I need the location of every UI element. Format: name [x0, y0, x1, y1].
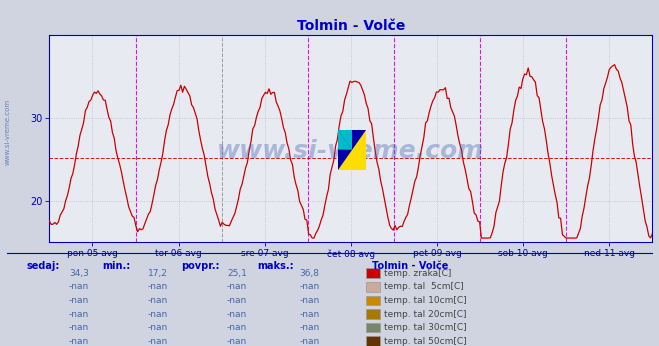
Text: -nan: -nan: [69, 337, 89, 346]
Text: 34,3: 34,3: [69, 269, 89, 278]
Bar: [366, 309, 380, 319]
Title: Tolmin - Volče: Tolmin - Volče: [297, 19, 405, 34]
Text: -nan: -nan: [148, 323, 168, 332]
Text: -nan: -nan: [148, 337, 168, 346]
Text: -nan: -nan: [227, 323, 247, 332]
Text: -nan: -nan: [69, 282, 89, 291]
Text: temp. tal 10cm[C]: temp. tal 10cm[C]: [384, 296, 466, 305]
Polygon shape: [338, 130, 352, 149]
Text: -nan: -nan: [227, 296, 247, 305]
Text: Tolmin - Volče: Tolmin - Volče: [372, 261, 449, 271]
Text: temp. tal  5cm[C]: temp. tal 5cm[C]: [384, 282, 463, 291]
Text: -nan: -nan: [227, 337, 247, 346]
Text: temp. zraka[C]: temp. zraka[C]: [384, 269, 451, 278]
Text: -nan: -nan: [69, 310, 89, 319]
Text: -nan: -nan: [227, 310, 247, 319]
Bar: [366, 295, 380, 305]
Text: temp. tal 50cm[C]: temp. tal 50cm[C]: [384, 337, 466, 346]
Text: -nan: -nan: [227, 282, 247, 291]
Text: -nan: -nan: [299, 296, 320, 305]
Text: -nan: -nan: [69, 296, 89, 305]
Bar: [366, 282, 380, 292]
Text: min.:: min.:: [102, 261, 130, 271]
Text: 36,8: 36,8: [300, 269, 320, 278]
Text: -nan: -nan: [299, 323, 320, 332]
Text: -nan: -nan: [69, 323, 89, 332]
Text: 17,2: 17,2: [148, 269, 168, 278]
Text: www.si-vreme.com: www.si-vreme.com: [217, 139, 484, 163]
Text: www.si-vreme.com: www.si-vreme.com: [5, 98, 11, 165]
Text: maks.:: maks.:: [257, 261, 294, 271]
Text: 25,1: 25,1: [227, 269, 247, 278]
Text: temp. tal 30cm[C]: temp. tal 30cm[C]: [384, 323, 466, 332]
Text: -nan: -nan: [299, 310, 320, 319]
Text: temp. tal 20cm[C]: temp. tal 20cm[C]: [384, 310, 466, 319]
Text: -nan: -nan: [299, 337, 320, 346]
Bar: [366, 323, 380, 333]
Bar: [366, 336, 380, 346]
Polygon shape: [338, 130, 352, 149]
Text: -nan: -nan: [148, 282, 168, 291]
Polygon shape: [338, 130, 366, 170]
Text: povpr.:: povpr.:: [181, 261, 219, 271]
Text: sedaj:: sedaj:: [26, 261, 60, 271]
Text: -nan: -nan: [299, 282, 320, 291]
Text: -nan: -nan: [148, 310, 168, 319]
Text: -nan: -nan: [148, 296, 168, 305]
Bar: [366, 268, 380, 278]
